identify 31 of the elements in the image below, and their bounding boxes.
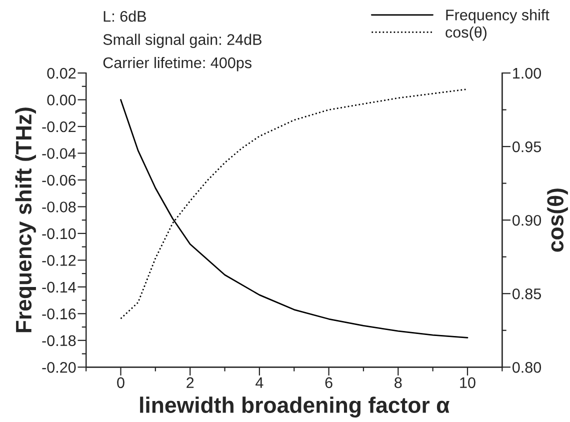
y-tick-label: -0.08 bbox=[42, 202, 76, 212]
legend-label: cos(θ) bbox=[446, 26, 486, 41]
y-tick-label: 0.02 bbox=[47, 68, 76, 79]
x-tick-label: 6 bbox=[325, 377, 332, 388]
y-tick-label: 0.00 bbox=[47, 94, 76, 106]
y2-axis-title: cos(θ) bbox=[547, 188, 568, 252]
text: Small signal gain: 24dB bbox=[103, 34, 262, 48]
y-tick-label: -0.12 bbox=[42, 255, 76, 266]
x-tick-label: 10 bbox=[460, 377, 476, 388]
y-tick-label: -0.20 bbox=[42, 362, 76, 373]
x-tick-label: 4 bbox=[256, 377, 264, 388]
y2-tick-label: 0.80 bbox=[512, 362, 542, 373]
text: L: 6dB bbox=[104, 10, 146, 22]
y-tick-label: -0.10 bbox=[42, 228, 76, 240]
y-tick-label: -0.06 bbox=[42, 174, 76, 186]
y2-tick-label: 0.85 bbox=[512, 288, 541, 300]
y2-tick-label: 0.95 bbox=[512, 141, 541, 152]
y-axis-title: Frequency shift (THz) bbox=[15, 108, 36, 332]
y2-tick-label: 1.00 bbox=[513, 68, 542, 79]
y-tick-label: -0.16 bbox=[42, 308, 76, 320]
y-tick-label: -0.14 bbox=[42, 282, 76, 293]
text: Carrier lifetime: 400ps bbox=[103, 56, 252, 72]
y-tick-label: -0.04 bbox=[42, 148, 76, 159]
y-tick-label: -0.18 bbox=[42, 335, 76, 346]
y-tick-label: -0.02 bbox=[42, 121, 76, 132]
x-tick-label: 8 bbox=[394, 377, 402, 388]
x-tick-label: 0 bbox=[117, 377, 124, 388]
y2-tick-label: 0.90 bbox=[512, 214, 542, 226]
legend-label: Frequency shift bbox=[446, 9, 550, 24]
x-axis-title: linewidth broadening factor α bbox=[140, 396, 450, 418]
x-tick-label: 2 bbox=[186, 377, 194, 388]
